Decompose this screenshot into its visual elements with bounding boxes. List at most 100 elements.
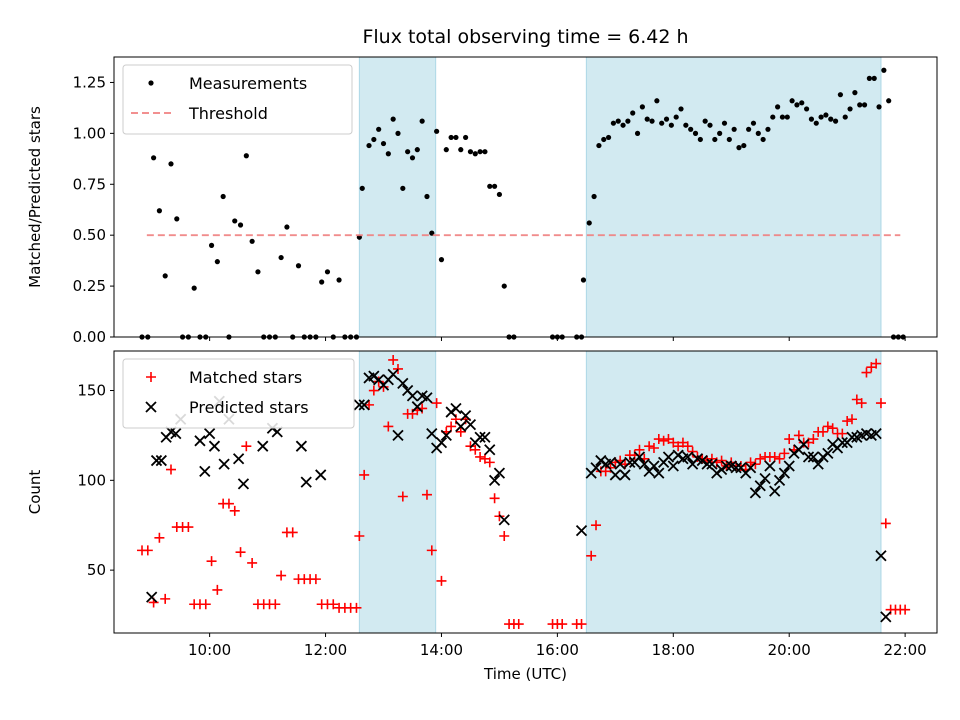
matched-star-point [808, 434, 819, 445]
measurement-point [463, 134, 469, 141]
measurement-point [857, 102, 863, 108]
predicted-star-point [194, 435, 206, 447]
x-tick-label: 20:00 [768, 641, 811, 659]
measurement-point [692, 130, 699, 136]
measurement-point [837, 92, 844, 98]
measurement-point [803, 106, 810, 112]
predicted-star-point [295, 440, 308, 452]
predicted-star-point [146, 591, 158, 603]
matched-star-point [247, 557, 258, 568]
measurement-point [634, 130, 641, 136]
matched-star-point [368, 385, 379, 396]
measurement-point [639, 104, 645, 110]
measurement-point [419, 118, 425, 124]
measurement-point [438, 257, 445, 263]
matched-star-point [183, 522, 194, 533]
predicted-star-point [682, 451, 694, 463]
predicted-star-point [358, 399, 370, 411]
measurement-point [324, 269, 331, 275]
measurement-point [472, 151, 478, 157]
measurement-point [779, 114, 786, 120]
predicted-star-point [604, 456, 617, 468]
predicted-star-point [435, 436, 448, 449]
predicted-star-point [406, 390, 419, 402]
measurement-point [596, 142, 602, 149]
matched-star-point [165, 464, 176, 475]
predicted-star-point [769, 485, 781, 497]
chart-title: Flux total observing time = 6.42 h [362, 26, 688, 48]
measurement-point [832, 118, 839, 124]
y-tick-label: 1.00 [73, 124, 106, 142]
predicted-star-point [773, 474, 786, 486]
matched-star-point [426, 545, 437, 556]
measurement-point [668, 122, 674, 128]
matched-star-point [484, 457, 495, 468]
matched-star-point [206, 556, 217, 567]
measurement-point [295, 263, 302, 269]
legend-plus-icon [146, 372, 156, 382]
matched-star-point [270, 599, 281, 610]
predicted-star-point [208, 440, 221, 452]
predicted-star-point [802, 451, 815, 463]
measurement-point [336, 277, 342, 283]
y-axis-label: Matched/Predicted stars [26, 106, 44, 288]
measurement-point [380, 140, 387, 147]
measurement-point [799, 100, 805, 106]
matched-star-point [421, 489, 432, 500]
predicted-star-point [846, 431, 858, 443]
matched-star-point [354, 531, 365, 542]
measurement-point [487, 183, 493, 189]
measurement-point [605, 134, 612, 141]
matched-star-point [875, 398, 886, 409]
measurement-point [319, 279, 325, 285]
matched-star-point [818, 426, 829, 437]
matched-star-point [576, 619, 587, 630]
measurement-point [162, 273, 168, 279]
measurement-point [591, 193, 597, 200]
y-tick-label: 0.00 [73, 328, 106, 346]
y-tick-label: 150 [77, 382, 106, 400]
x-tick-label: 16:00 [536, 641, 579, 659]
measurement-point [847, 106, 853, 112]
matched-star-point [755, 453, 766, 464]
matched-star-point [388, 354, 399, 365]
shaded-interval [358, 350, 437, 634]
measurement-point [765, 126, 771, 132]
measurement-point [501, 283, 507, 289]
y-tick-label: 100 [77, 471, 106, 489]
matched-star-point [142, 545, 153, 556]
matched-star-point [446, 421, 457, 432]
measurement-point [861, 102, 868, 108]
legend: Measurements Threshold [122, 64, 353, 135]
predicted-star-point [638, 458, 650, 470]
matched-star-point [383, 421, 394, 432]
measurement-point [237, 222, 244, 228]
predicted-star-point [450, 402, 462, 415]
predicted-star-point [426, 427, 438, 440]
predicted-star-point [619, 469, 631, 481]
predicted-star-point [484, 444, 496, 456]
matched-star-point [436, 575, 447, 586]
matched-star-point [513, 619, 524, 630]
matched-star-point [827, 423, 838, 434]
predicted-star-point [237, 478, 250, 490]
predicted-star-point [397, 377, 409, 389]
predicted-star-point [300, 476, 312, 488]
predicted-star-point [667, 460, 679, 472]
measurement-point [828, 116, 834, 122]
measurement-point [663, 116, 670, 122]
measurement-point [741, 142, 747, 149]
legend-label: Predicted stars [189, 398, 309, 417]
predicted-star-point [633, 451, 646, 463]
measurement-point [580, 277, 587, 283]
measurement-point [770, 114, 776, 120]
measurement-point [886, 98, 892, 104]
measurement-point [760, 136, 766, 143]
measurement-point [208, 242, 215, 248]
measurement-point [156, 208, 163, 214]
y-tick-label: 50 [87, 561, 106, 579]
predicted-star-point [479, 431, 491, 443]
measurement-point [168, 161, 174, 167]
measurement-point [249, 238, 255, 244]
